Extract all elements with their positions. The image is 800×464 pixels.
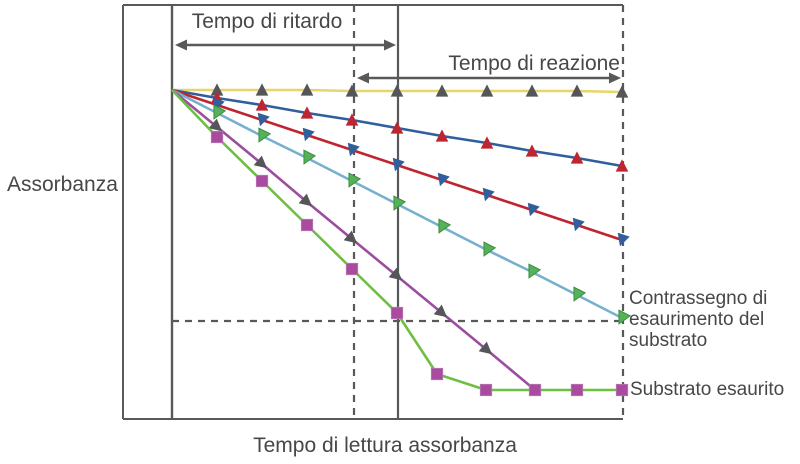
marker-flat-no-depletion — [255, 83, 269, 96]
arrowhead-left — [175, 39, 187, 51]
series-fast-decline-reaches-depletion-mark — [171, 88, 632, 325]
marker-fast-decline-reaches-depletion-mark — [438, 218, 452, 234]
marker-moderate-decline — [437, 172, 450, 187]
marker-flat-no-depletion — [345, 84, 359, 97]
delay-span-arrow — [175, 39, 396, 51]
marker-fast-decline-reaches-depletion-mark — [258, 127, 272, 143]
marker-fast-decline-reaches-depletion-mark — [483, 241, 497, 257]
marker-fast-decline-reaches-depletion-mark — [348, 172, 362, 188]
marker-flat-no-depletion — [615, 85, 629, 98]
marker-substrate-exhausted-plateau — [479, 383, 493, 397]
marker-moderate-decline — [257, 112, 270, 127]
marker-substrate-exhausted-plateau — [615, 383, 629, 397]
marker-slow-decline — [615, 159, 629, 172]
marker-fast-decline-reaches-depletion-mark — [303, 149, 317, 165]
substrate-depletion-mark-label: Contrassegno di esaurimento del substrat… — [629, 288, 768, 351]
arrowhead-right — [384, 39, 396, 51]
marker-flat-no-depletion — [300, 83, 314, 96]
marker-substrate-exhausted-plateau — [430, 367, 444, 381]
marker-fast-decline-reaches-depletion-mark — [618, 309, 632, 325]
marker-flat-no-depletion — [210, 83, 224, 96]
marker-faster-decline-hits-floor — [433, 304, 448, 318]
marker-faster-decline-hits-floor — [208, 118, 223, 132]
delay-time-label: Tempo di ritardo — [191, 10, 343, 33]
series-flat-no-depletion — [172, 83, 629, 98]
marker-fast-decline-reaches-depletion-mark — [393, 195, 407, 211]
marker-faster-decline-hits-floor — [388, 267, 403, 281]
marker-faster-decline-hits-floor — [343, 230, 358, 244]
marker-slow-decline — [390, 121, 404, 134]
series-faster-decline-hits-floor — [171, 88, 536, 391]
marker-moderate-decline — [572, 217, 585, 232]
marker-moderate-decline — [617, 232, 630, 247]
series-slow-decline — [171, 88, 629, 172]
marker-substrate-exhausted-plateau — [300, 218, 314, 232]
marker-substrate-exhausted-plateau — [528, 383, 542, 397]
marker-faster-decline-hits-floor — [253, 155, 268, 169]
marker-substrate-exhausted-plateau — [210, 130, 224, 144]
marker-fast-decline-reaches-depletion-mark — [573, 286, 587, 302]
marker-slow-decline — [525, 144, 539, 157]
marker-flat-no-depletion — [480, 84, 494, 97]
marker-substrate-exhausted-plateau — [570, 383, 584, 397]
marker-substrate-exhausted-plateau — [345, 262, 359, 276]
marker-substrate-exhausted-plateau — [390, 306, 404, 320]
marker-flat-no-depletion — [435, 84, 449, 97]
marker-moderate-decline — [347, 142, 360, 157]
reaction-time-label: Tempo di reazione — [448, 52, 620, 75]
marker-fast-decline-reaches-depletion-mark — [528, 263, 542, 279]
y-axis-label: Assorbanza — [7, 173, 118, 196]
reaction-span-arrow — [357, 72, 621, 84]
substrate-exhausted-label: Substrato esaurito — [630, 379, 785, 400]
marker-slow-decline — [345, 113, 359, 126]
marker-slow-decline — [480, 136, 494, 149]
marker-flat-no-depletion — [390, 84, 404, 97]
marker-moderate-decline — [482, 187, 495, 202]
series-moderate-decline — [171, 88, 630, 247]
marker-slow-decline — [255, 98, 269, 111]
marker-fast-decline-reaches-depletion-mark — [213, 104, 227, 120]
marker-substrate-exhausted-plateau — [255, 174, 269, 188]
marker-faster-decline-hits-floor — [478, 341, 493, 355]
marker-flat-no-depletion — [525, 84, 539, 97]
x-axis-label: Tempo di lettura assorbanza — [253, 434, 517, 457]
arrowhead-left — [357, 72, 369, 84]
marker-slow-decline — [300, 106, 314, 119]
marker-slow-decline — [570, 151, 584, 164]
series-substrate-exhausted-plateau — [171, 89, 629, 397]
marker-flat-no-depletion — [570, 84, 584, 97]
marker-moderate-decline — [527, 202, 540, 217]
marker-faster-decline-hits-floor — [298, 193, 313, 207]
marker-moderate-decline — [302, 127, 315, 142]
marker-slow-decline — [435, 129, 449, 142]
marker-moderate-decline — [392, 157, 405, 172]
arrowhead-right — [609, 72, 621, 84]
